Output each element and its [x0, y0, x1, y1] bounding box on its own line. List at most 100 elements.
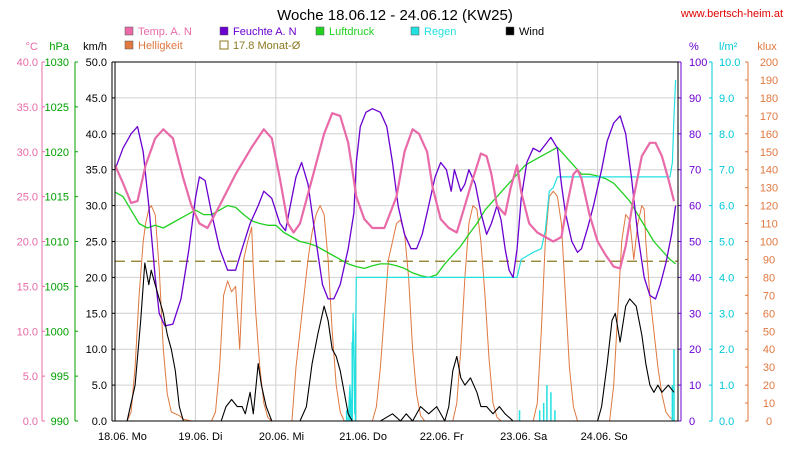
lux-tick-label: 150 [760, 147, 778, 159]
hum-tick-label: 100 [689, 57, 707, 69]
lux-tick-label: 90 [763, 254, 775, 266]
hum-tick-label: 50 [689, 237, 701, 249]
x-tick-label: 24.06. So [581, 431, 628, 443]
hum-tick-label: 70 [689, 165, 701, 177]
press-tick-label: 1025 [45, 102, 69, 114]
wind-tick-label: 0.0 [92, 416, 107, 428]
wind-tick-label: 25.0 [86, 237, 107, 249]
temp-tick-label: 40.0 [17, 57, 38, 69]
wind-tick-label: 40.0 [86, 129, 107, 141]
lux-tick-label: 20 [763, 380, 775, 392]
website-link[interactable]: www.bertsch-heim.at [680, 8, 783, 20]
legend-swatch [219, 26, 229, 36]
press-tick-label: 1005 [45, 281, 69, 293]
lux-tick-label: 130 [760, 183, 778, 195]
press-tick-label: 990 [51, 416, 69, 428]
x-tick-label: 19.06. Di [178, 431, 222, 443]
rain-tick-label: 2.0 [719, 344, 734, 356]
temp-tick-label: 30.0 [17, 147, 38, 159]
lux-tick-label: 180 [760, 93, 778, 105]
hum-tick-label: 90 [689, 93, 701, 105]
temp-tick-label: 10.0 [17, 326, 38, 338]
lux-tick-label: 110 [760, 219, 778, 231]
hum-tick-label: 80 [689, 129, 701, 141]
temp-tick-label: 0.0 [23, 416, 38, 428]
series-line-luftdruck [114, 146, 677, 279]
right-axes: 01020304050607080901000.01.02.03.04.05.0… [678, 57, 778, 428]
legend: Temp. A. N Feuchte A. N Luftdruck Regen Wind… [124, 26, 544, 52]
temp-tick-label: 5.0 [23, 371, 38, 383]
rain-tick-label: 10.0 [719, 57, 740, 69]
chart-title: Woche 18.06.12 - 24.06.12 (KW25) [277, 7, 513, 24]
legend-swatch [124, 26, 134, 36]
hum-tick-label: 20 [689, 344, 701, 356]
series-layer [113, 79, 678, 422]
axis-unit-labels: °C hPa km/h% l/m² klux [26, 41, 778, 53]
wind-tick-label: 30.0 [86, 201, 107, 213]
legend-label: Helligkeit [138, 40, 183, 52]
lux-tick-label: 160 [760, 129, 778, 141]
hum-tick-label: 10 [689, 380, 701, 392]
wind-tick-label: 15.0 [86, 308, 107, 320]
temp-unit-label: °C [26, 41, 38, 53]
x-tick-label: 20.06. Mi [259, 431, 304, 443]
lux-tick-label: 100 [760, 237, 778, 249]
press-tick-label: 1010 [45, 237, 69, 249]
legend-label: Wind [519, 26, 544, 38]
legend-label: Feuchte A. N [233, 26, 297, 38]
legend-swatch [505, 26, 515, 36]
wind-tick-label: 35.0 [86, 165, 107, 177]
hum-tick-label: 40 [689, 272, 701, 284]
lux-tick-label: 50 [763, 326, 775, 338]
temp-tick-label: 20.0 [17, 237, 38, 249]
wind-tick-label: 45.0 [86, 93, 107, 105]
legend-swatch [315, 26, 325, 36]
lux-tick-label: 140 [760, 165, 778, 177]
rain-tick-label: 0.0 [719, 416, 734, 428]
wind-tick-label: 5.0 [92, 380, 107, 392]
legend-label: 17.8 Monat-Ø [233, 40, 301, 52]
series-line-temp-a-n [113, 112, 676, 270]
wind-tick-label: 50.0 [86, 57, 107, 69]
plot-frame [114, 61, 679, 422]
legend-swatch [219, 40, 229, 50]
hum-tick-label: 30 [689, 308, 701, 320]
press-unit-label: hPa [49, 41, 69, 53]
press-tick-label: 1020 [45, 147, 69, 159]
hum-tick-label: 60 [689, 201, 701, 213]
legend-label: Temp. A. N [138, 26, 192, 38]
lux-tick-label: 0 [766, 416, 772, 428]
rain-tick-label: 4.0 [719, 272, 734, 284]
x-tick-label: 21.06. Do [339, 431, 387, 443]
x-tick-label: 18.06. Mo [98, 431, 147, 443]
x-tick-label: 23.06. Sa [500, 431, 548, 443]
rain-tick-label: 8.0 [719, 129, 734, 141]
legend-label: Luftdruck [329, 26, 375, 38]
rain-tick-label: 7.0 [719, 165, 734, 177]
rain-unit-label: l/m² [719, 41, 738, 53]
lux-tick-label: 170 [760, 111, 778, 123]
lux-tick-label: 120 [760, 201, 778, 213]
hum-tick-label: 0 [689, 416, 695, 428]
temp-tick-label: 35.0 [17, 102, 38, 114]
lux-tick-label: 60 [763, 308, 775, 320]
wind-tick-label: 10.0 [86, 344, 107, 356]
lux-unit-label: klux [757, 41, 777, 53]
legend-swatch [410, 26, 420, 36]
lux-tick-label: 190 [760, 75, 778, 87]
wind-tick-label: 20.0 [86, 272, 107, 284]
rain-tick-label: 3.0 [719, 308, 734, 320]
rain-tick-label: 1.0 [719, 380, 734, 392]
lux-tick-label: 10 [763, 398, 775, 410]
press-tick-label: 1015 [45, 192, 69, 204]
press-tick-label: 1000 [45, 326, 69, 338]
legend-label: Regen [424, 26, 456, 38]
hum-unit-label: % [689, 41, 699, 53]
x-tick-label: 22.06. Fr [420, 431, 464, 443]
lux-tick-label: 30 [763, 362, 775, 374]
press-tick-label: 995 [51, 371, 69, 383]
x-axis: 18.06. Mo 19.06. Di 20.06. Mi 21.06. Do 22.0… [98, 431, 628, 443]
temp-tick-label: 15.0 [17, 281, 38, 293]
wind-unit-label: km/h [83, 41, 107, 53]
